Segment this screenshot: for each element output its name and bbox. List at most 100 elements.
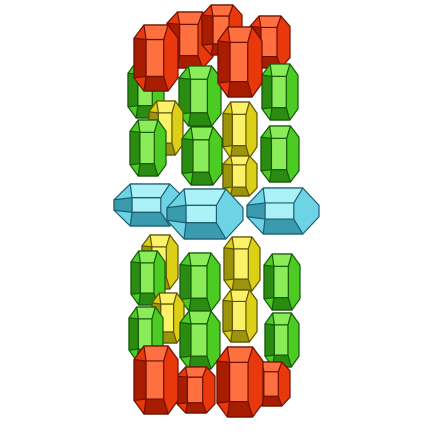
green-solid-lower-center [179,252,221,312]
red-solid-top-back-3-front-face [260,26,278,58]
cyan-solid-right [246,187,320,235]
red-solid-top-back-2-top-face [210,4,234,17]
cyan-solid-center-top-face [183,188,227,206]
red-solid-top-back-3-top-face [258,15,282,29]
green-solid-row2-center-side-face [181,138,194,174]
red-solid-bottom-front-right-front-face [229,361,249,403]
red-solid-bottom-back-2-bottom-face [261,395,283,407]
green-solid-row4-center-top-face [188,310,212,325]
green-solid-row2-left-top-face [137,119,159,133]
red-solid-top-back-1-top-face [176,11,204,25]
yellow-solid-row4-right-bottom-face [230,329,250,343]
green-solid-upper-center-top-face [187,65,213,80]
green-solid-row4-right [264,312,300,368]
green-solid-row2-right-front-face [270,137,288,171]
yellow-solid-lower-right-front-face [233,248,249,280]
red-solid-bottom-back-1-bottom-face [184,402,208,414]
red-solid-bottom-back-1 [176,366,216,414]
green-solid-lower-left-front-face [139,262,155,294]
red-solid-top-front-right-top-face [227,26,253,44]
yellow-solid-row4-right-side-face [222,299,233,333]
green-solid-row2-center-bottom-face [190,171,214,186]
yellow-solid-lower-right [223,236,261,292]
yellow-solid-upper-left-top-face [156,100,176,114]
yellow-solid-row4-left-top-face [158,292,178,305]
cyan-solid-left-top-face [129,183,171,199]
red-solid-top-back-1-front-face [179,23,199,57]
cyan-solid-center [166,188,244,240]
green-solid-row2-left-front-face [139,131,155,165]
solids-group [113,4,320,418]
red-solid-bottom-front-left [133,345,179,415]
green-solid-row2-left-side-face [129,130,141,166]
yellow-solid-upper-right-side-face [222,112,233,148]
green-solid-row2-left-bottom-face [137,163,159,177]
cyan-solid-left-side-face [113,197,133,213]
green-solid-row2-right-top-face [268,125,292,139]
yellow-solid-upper-right-front-face [231,113,247,147]
green-solid-lower-right-front-face [273,265,289,299]
green-solid-row2-right-bottom-face [268,169,292,183]
green-solid-row4-right-front-face [273,324,289,356]
green-solid-row4-center-side-face [179,322,192,358]
red-solid-bottom-front-right-bottom-face [226,401,254,418]
green-solid-row4-left-top-face [136,306,156,320]
cyan-solid-right-top-face [262,187,304,204]
yellow-solid-mid-right-side-face [222,163,233,189]
cyan-solid-right-bottom-face [262,218,304,235]
red-solid-top-front-left-bottom-face [143,75,169,92]
red-solid-bottom-front-right-top-face [226,346,254,363]
red-solid-bottom-back-1-top-face [184,366,208,378]
green-solid-row4-right-top-face [272,312,292,326]
green-solid-upper-right [261,63,299,121]
red-solid-top-front-right-bottom-face [227,80,253,98]
green-solid-upper-right-top-face [269,63,291,77]
yellow-solid-upper-right-top-face [230,101,250,115]
green-solid-row4-center-front-face [190,323,208,357]
red-solid-bottom-front-right [216,346,264,418]
yellow-solid-row4-right-top-face [230,289,250,303]
red-solid-top-front-right [217,26,263,98]
green-solid-row2-right-side-face [260,136,273,172]
cyan-solid-left-bottom-face [129,211,171,227]
green-solid-upper-right-front-face [271,75,287,109]
green-solid-lower-left-top-face [138,250,158,264]
green-solid-row4-center [179,310,221,370]
green-solid-upper-center-front-face [189,78,208,114]
red-solid-top-front-right-front-face [229,41,249,83]
cyan-solid-center-bottom-face [183,222,227,240]
green-solid-lower-right-side-face [263,264,275,300]
green-solid-row2-center-front-face [192,139,210,173]
red-solid-bottom-front-right-side-face [216,360,231,404]
red-solid-bottom-front-left-top-face [143,345,169,362]
green-solid-upper-right-side-face [261,74,273,110]
yellow-solid-lower-right-top-face [231,236,253,250]
green-solid-lower-center-side-face [179,264,192,300]
green-solid-upper-right-bottom-face [269,107,291,121]
yellow-solid-mid-right-bottom-face [230,186,250,197]
green-solid-lower-left-side-face [130,261,141,295]
green-solid-row4-center-bottom-face [188,355,212,370]
green-solid-row4-left-front-face [137,318,153,350]
green-solid-row4-right-side-face [264,323,275,357]
red-solid-top-front-right-side-face [217,40,231,84]
red-solid-top-front-left [133,24,179,92]
red-solid-bottom-back-2-top-face [261,361,283,373]
green-solid-upper-center-bottom-face [187,112,213,127]
yellow-solid-lower-right-bottom-face [231,278,253,292]
green-solid-row2-center-top-face [190,126,214,141]
red-solid-bottom-front-left-bottom-face [143,398,169,415]
red-solid-top-front-left-front-face [145,38,165,78]
green-solid-lower-right-top-face [271,253,293,267]
red-solid-bottom-front-left-side-face [133,359,147,401]
green-solid-lower-center-bottom-face [188,297,212,312]
yellow-solid-mid-right [222,155,258,197]
red-solid-bottom-front-left-front-face [145,360,165,400]
red-solid-bottom-back-2-front-face [263,371,279,397]
green-solid-lower-right-bottom-face [271,297,293,311]
red-solid-bottom-back-1-front-face [186,376,204,404]
cyan-solid-center-front-face [185,204,217,224]
cyan-solid-left-front-face [131,197,162,213]
red-solid-top-front-left-side-face [133,37,147,79]
red-solid-top-front-left-top-face [143,24,169,41]
